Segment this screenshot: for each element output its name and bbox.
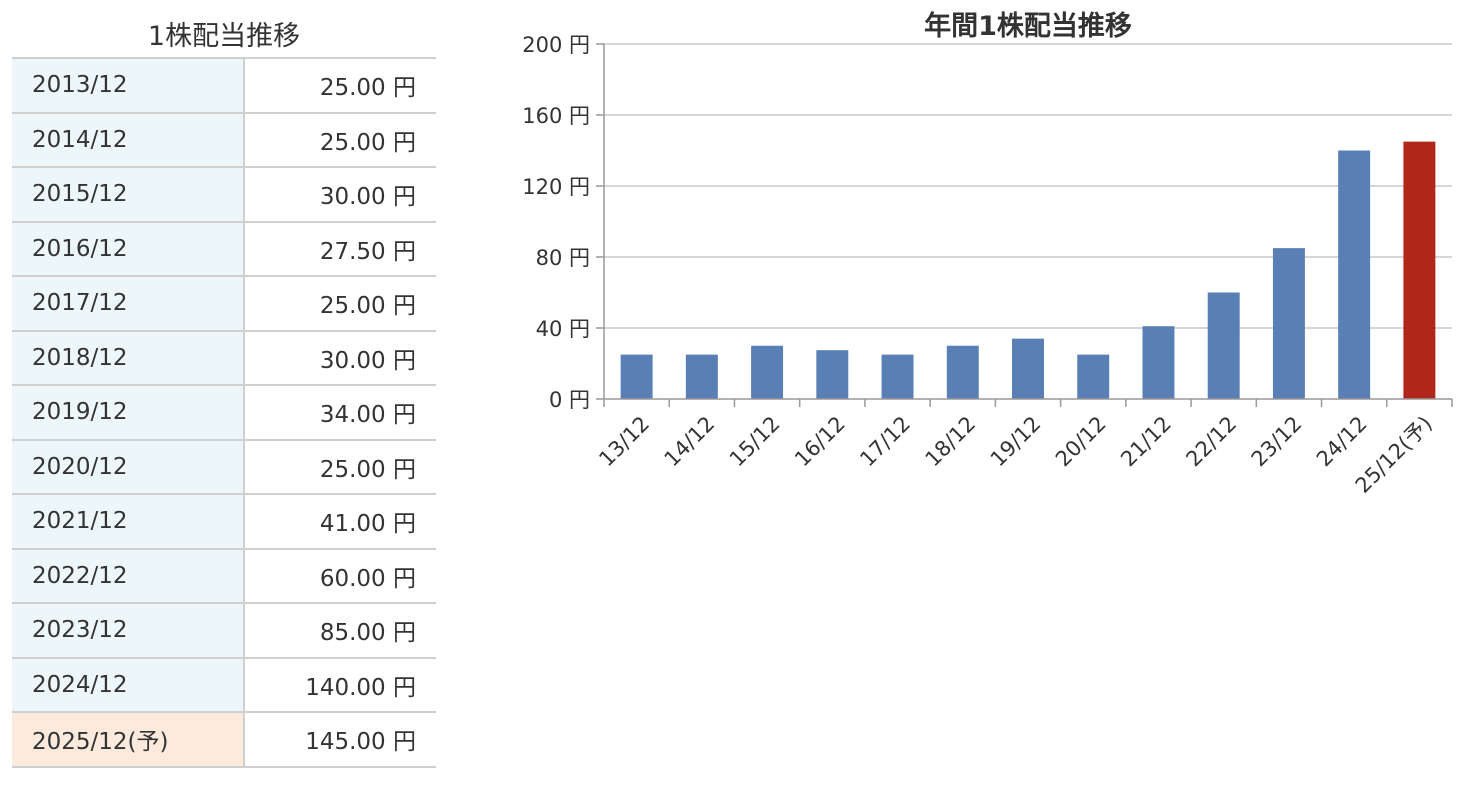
bar <box>946 345 979 399</box>
y-tick-label: 200 円 <box>522 33 590 57</box>
table-row: 2017/12 25.00 円 <box>12 276 436 332</box>
y-tick-label: 40 円 <box>536 317 590 341</box>
period-cell: 2017/12 <box>12 276 245 332</box>
bar <box>1012 338 1044 399</box>
dividend-table: 2013/12 25.00 円 2014/12 25.00 円 2015/12 30.00… <box>12 57 436 768</box>
x-tick-label: 23/12 <box>1247 412 1307 472</box>
x-tick-label: 21/12 <box>1116 412 1176 472</box>
table-row: 2018/12 30.00 円 <box>12 330 436 386</box>
period-cell: 2024/12 <box>12 657 245 713</box>
table-row: 2024/12 140.00 円 <box>12 657 436 713</box>
bar <box>816 350 849 399</box>
table-row: 2013/12 25.00 円 <box>12 57 436 114</box>
table-row: 2020/12 25.00 円 <box>12 439 436 495</box>
period-cell: 2016/12 <box>12 221 245 277</box>
period-cell: 2021/12 <box>12 494 245 550</box>
x-tick-label: 20/12 <box>1051 412 1111 472</box>
x-tick-label: 24/12 <box>1312 412 1372 472</box>
x-tick-label: 14/12 <box>660 412 720 472</box>
y-tick-label: 80 円 <box>536 246 590 270</box>
x-tick-label: 18/12 <box>921 412 981 472</box>
amount-cell: 34.00 円 <box>244 385 436 441</box>
x-tick-label: 17/12 <box>855 412 915 472</box>
amount-cell: 85.00 円 <box>244 603 436 659</box>
amount-cell: 60.00 円 <box>244 548 436 604</box>
x-tick-label: 16/12 <box>790 412 850 472</box>
period-cell: 2019/12 <box>12 385 245 441</box>
period-cell: 2022/12 <box>12 548 245 604</box>
dividend-chart: 年間1株配当推移 0 円 40 円 80 円 120 円 160 円 200 円 13/12 1… <box>490 0 1460 520</box>
amount-cell: 27.50 円 <box>244 221 436 277</box>
dividend-table-body: 2013/12 25.00 円 2014/12 25.00 円 2015/12 30.00… <box>12 57 436 768</box>
amount-cell: 25.00 円 <box>244 112 436 168</box>
bar <box>751 345 784 399</box>
bar <box>1077 354 1110 399</box>
amount-cell: 25.00 円 <box>244 276 436 332</box>
x-tick-label: 22/12 <box>1181 412 1241 472</box>
bar <box>1207 292 1240 399</box>
bar <box>620 354 653 399</box>
bar <box>685 354 718 399</box>
bar <box>881 354 914 399</box>
bar <box>1142 326 1175 399</box>
period-cell: 2013/12 <box>12 57 245 114</box>
y-tick-label: 160 円 <box>522 104 590 128</box>
amount-cell: 25.00 円 <box>244 57 436 114</box>
period-cell: 2023/12 <box>12 603 245 659</box>
amount-cell: 25.00 円 <box>244 439 436 495</box>
table-row: 2015/12 30.00 円 <box>12 167 436 223</box>
amount-cell: 30.00 円 <box>244 330 436 386</box>
table-row: 2019/12 34.00 円 <box>12 385 436 441</box>
x-tick-label: 19/12 <box>986 412 1046 472</box>
bar-forecast <box>1403 141 1436 399</box>
amount-cell: 145.00 円 <box>244 712 436 768</box>
bar <box>1272 248 1305 399</box>
table-row: 2016/12 27.50 円 <box>12 221 436 277</box>
table-row: 2021/12 41.00 円 <box>12 494 436 550</box>
table-row: 2022/12 60.00 円 <box>12 548 436 604</box>
y-tick-label: 120 円 <box>522 175 590 199</box>
x-tick-label: 13/12 <box>594 412 654 472</box>
y-tick-label: 0 円 <box>549 388 590 412</box>
table-row: 2025/12(予) 145.00 円 <box>12 712 436 768</box>
period-cell: 2020/12 <box>12 439 245 495</box>
x-tick-label: 15/12 <box>725 412 785 472</box>
period-cell: 2025/12(予) <box>12 712 245 768</box>
period-cell: 2015/12 <box>12 167 245 223</box>
table-row: 2014/12 25.00 円 <box>12 112 436 168</box>
chart-title: 年間1株配当推移 <box>924 10 1132 42</box>
period-cell: 2014/12 <box>12 112 245 168</box>
table-row: 2023/12 85.00 円 <box>12 603 436 659</box>
table-title: 1株配当推移 <box>147 21 301 52</box>
bar <box>1338 150 1371 399</box>
amount-cell: 140.00 円 <box>244 657 436 713</box>
amount-cell: 30.00 円 <box>244 167 436 223</box>
period-cell: 2018/12 <box>12 330 245 386</box>
amount-cell: 41.00 円 <box>244 494 436 550</box>
